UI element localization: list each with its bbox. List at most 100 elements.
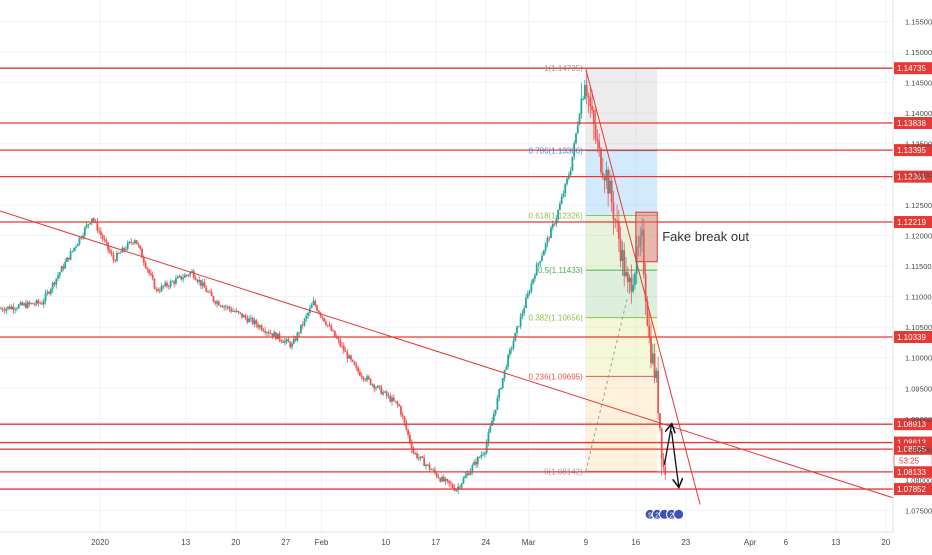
candle-body <box>642 229 645 275</box>
horizontal-levels-layer[interactable]: 1.14735 1.13838 1.13395 1.12961 1.12219 1.103… <box>0 62 932 496</box>
candle-body <box>171 281 174 283</box>
candle-body <box>198 280 201 282</box>
level-price-label: 1.10339 <box>897 333 926 342</box>
candle-body <box>33 304 36 306</box>
candle-body <box>83 227 86 236</box>
candle-body <box>232 311 234 312</box>
candle-body <box>271 333 274 337</box>
x-tick-label: 2020 <box>91 538 109 547</box>
candle-body <box>339 339 342 346</box>
candle-body <box>548 237 551 239</box>
trendline[interactable] <box>585 68 701 505</box>
candle-body <box>483 452 486 455</box>
candle-body <box>659 413 661 429</box>
candle-body <box>178 275 181 278</box>
fib-level-label: 0.382(1.10656) <box>529 314 584 323</box>
candle-body <box>225 306 227 308</box>
candle-body <box>89 222 92 225</box>
candle-body <box>358 371 361 376</box>
candle-body <box>607 169 610 194</box>
candle-body <box>657 370 660 414</box>
candle-body <box>183 275 186 278</box>
candle-body <box>244 315 247 318</box>
projection-arrow[interactable] <box>670 431 679 486</box>
candle-body <box>226 306 229 308</box>
candle-body <box>433 469 436 473</box>
candle-body <box>285 339 288 341</box>
candle-body <box>116 253 118 262</box>
candle-body <box>375 387 377 389</box>
y-tick-label: 1.08500 <box>905 445 932 454</box>
candle-body <box>589 97 592 107</box>
candle-body <box>491 420 493 426</box>
candle-body <box>610 180 613 203</box>
candle-body <box>123 247 126 250</box>
candle-body <box>8 306 11 310</box>
candle-body <box>314 300 317 306</box>
candle-body <box>594 124 597 139</box>
candle-body <box>382 392 384 395</box>
candle-body <box>125 249 127 250</box>
candle-body <box>128 241 131 243</box>
candle-body <box>330 325 333 331</box>
candle-body <box>307 312 309 316</box>
candle-body <box>417 457 420 459</box>
candle-body <box>357 367 359 372</box>
candle-body <box>376 385 379 388</box>
event-marker[interactable] <box>673 508 685 520</box>
candle-body <box>457 486 460 491</box>
candle-body <box>87 224 90 225</box>
x-tick-label: 10 <box>381 538 390 547</box>
candle-body <box>467 473 470 475</box>
candle-body <box>587 95 590 98</box>
candle-body <box>516 326 518 333</box>
fake-breakout-box[interactable] <box>635 211 658 263</box>
candle-body <box>146 267 149 270</box>
candle-body <box>39 303 42 305</box>
candle-body <box>569 170 572 176</box>
level-price-badge <box>894 216 932 229</box>
event-marker-label: 2 <box>670 512 674 519</box>
candle-body <box>369 378 372 385</box>
trendlines-layer[interactable] <box>0 68 894 505</box>
candle-body <box>208 291 211 293</box>
candle-body <box>182 277 184 280</box>
candle-body <box>489 425 492 433</box>
candle-body <box>78 237 81 244</box>
candle-body <box>332 330 334 332</box>
candle-body <box>273 332 276 337</box>
candle-body <box>535 264 538 276</box>
candle-body <box>337 338 340 340</box>
candle-body <box>175 278 177 284</box>
y-tick-label: 1.09500 <box>905 384 932 393</box>
candle-body <box>648 325 651 337</box>
y-tick-label: 1.12000 <box>905 231 932 240</box>
candle-body <box>664 467 667 475</box>
candle-body <box>430 469 433 471</box>
projection-arrow[interactable] <box>663 425 671 465</box>
candle-body <box>542 250 545 256</box>
candle-body <box>501 378 504 389</box>
candle-body <box>275 332 277 340</box>
y-tick-label: 1.14000 <box>905 109 932 118</box>
candle-body <box>519 316 522 327</box>
candle-body <box>362 377 365 380</box>
candle-body <box>150 273 152 275</box>
candle-body <box>35 300 38 305</box>
level-price-badge <box>894 418 932 431</box>
candle-body <box>592 110 595 125</box>
candle-body <box>185 275 188 276</box>
candle-body <box>469 470 472 475</box>
candle-body <box>141 248 143 258</box>
candle-body <box>276 333 279 340</box>
candle-body <box>653 353 656 379</box>
level-price-label: 1.08913 <box>897 420 926 429</box>
trendline[interactable] <box>0 210 894 499</box>
fake-breakout-text: Fake break out <box>662 229 749 244</box>
candle-body <box>487 432 490 443</box>
candle-body <box>135 240 138 244</box>
candle-body <box>242 315 245 318</box>
candle-body <box>300 324 302 333</box>
